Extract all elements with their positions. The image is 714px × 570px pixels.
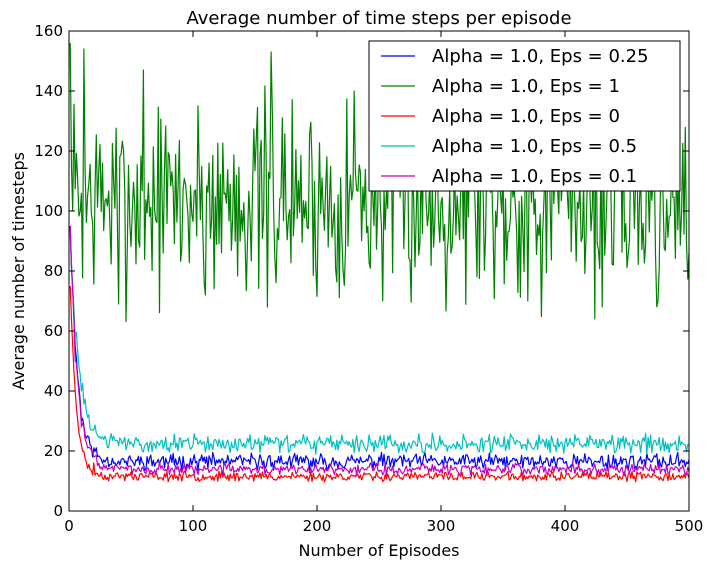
y-tick-label: 60 [44, 322, 63, 340]
series-line-3 [69, 234, 690, 455]
x-tick-label: 500 [675, 517, 704, 535]
y-tick-label: 160 [34, 22, 63, 40]
legend-label-4: Alpha = 1.0, Eps = 0.1 [432, 166, 637, 187]
x-tick-label: 0 [64, 517, 74, 535]
x-axis-label: Number of Episodes [298, 541, 459, 560]
legend-label-0: Alpha = 1.0, Eps = 0.25 [432, 46, 649, 67]
y-tick-label: 20 [44, 442, 63, 460]
legend-box [368, 40, 681, 192]
series-line-4 [69, 225, 690, 477]
legend-label-2: Alpha = 1.0, Eps = 0 [432, 106, 620, 127]
x-tick-label: 300 [427, 517, 456, 535]
x-tick-label: 100 [179, 517, 208, 535]
legend-label-1: Alpha = 1.0, Eps = 1 [432, 76, 620, 97]
y-tick-label: 80 [44, 262, 63, 280]
legend-label-3: Alpha = 1.0, Eps = 0.5 [432, 136, 637, 157]
series-line-0 [69, 225, 690, 472]
legend: Alpha = 1.0, Eps = 0.25 Alpha = 1.0, Eps … [368, 40, 681, 192]
y-tick-label: 0 [53, 502, 63, 520]
y-axis-label: Average number of timesteps [9, 152, 28, 390]
chart-title: Average number of time steps per episode [186, 8, 571, 29]
x-tick-label: 200 [303, 517, 332, 535]
series-line-2 [69, 285, 690, 483]
y-tick-label: 100 [34, 202, 63, 220]
y-tick-label: 120 [34, 142, 63, 160]
y-tick-label: 140 [34, 82, 63, 100]
y-tick-label: 40 [44, 382, 63, 400]
x-tick-label: 400 [551, 517, 580, 535]
tick-layer: 0 100 200 300 400 500 0 20 40 60 80 100 120 140 160 [34, 22, 703, 535]
